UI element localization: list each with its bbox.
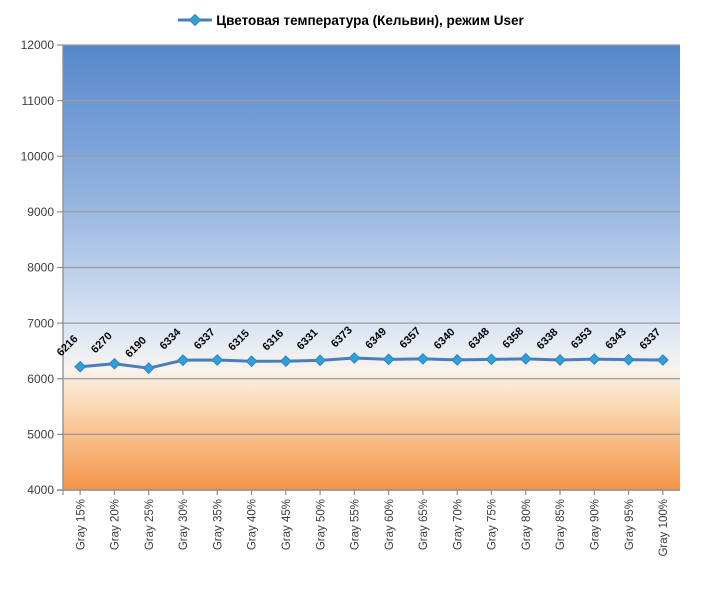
x-axis-label: Gray 20% [110, 499, 122, 550]
y-axis-label: 12000 [21, 38, 55, 52]
y-axis-label: 7000 [27, 316, 54, 330]
data-point-marker [74, 360, 87, 373]
x-axis-label: Gray 75% [487, 499, 499, 550]
legend-diamond-icon [189, 14, 202, 26]
y-axis-label: 6000 [27, 372, 54, 386]
legend: Цветовая температура (Кельвин), режим Us… [0, 9, 701, 31]
x-axis-label: Gray 80% [521, 499, 533, 550]
y-axis-label: 10000 [21, 149, 55, 163]
data-point-marker [314, 354, 326, 367]
x-axis-label: Gray 15% [75, 499, 87, 550]
data-point-marker [211, 354, 224, 366]
data-point-marker [519, 352, 532, 365]
x-axis-label: Gray 95% [624, 499, 636, 550]
x-axis-label: Gray 25% [144, 499, 156, 550]
data-point-marker [108, 357, 121, 370]
x-axis-label: Gray 100% [658, 499, 670, 557]
x-axis-label: Gray 50% [315, 499, 327, 550]
data-point-marker [348, 352, 361, 364]
y-axis-label: 9000 [27, 205, 54, 219]
x-axis-label: Gray 60% [384, 499, 396, 550]
x-axis-label: Gray 55% [350, 499, 362, 550]
x-axis-label: Gray 30% [178, 499, 190, 550]
data-point-marker [279, 355, 292, 368]
data-point-marker [382, 353, 395, 366]
y-axis-label: 5000 [27, 428, 54, 442]
x-axis-label: Gray 40% [247, 499, 259, 550]
data-point-marker [451, 353, 464, 366]
x-axis-label: Gray 90% [590, 499, 602, 550]
y-axis-label: 4000 [27, 483, 54, 497]
data-point-marker [417, 352, 429, 365]
data-point-marker [177, 354, 189, 367]
x-axis-label: Gray 35% [212, 499, 224, 550]
data-point-marker [245, 355, 258, 368]
x-axis-label: Gray 45% [281, 499, 293, 550]
y-axis-label: 11000 [22, 94, 55, 108]
data-point-marker [656, 354, 669, 366]
data-point-marker [485, 353, 498, 366]
legend-label: Цветовая температура (Кельвин), режим Us… [216, 12, 524, 28]
data-point-marker [588, 353, 601, 366]
x-axis-label: Gray 70% [452, 499, 464, 550]
data-point-marker [554, 354, 566, 366]
data-point-marker [622, 353, 635, 366]
y-axis-label: 8000 [27, 261, 54, 275]
x-axis-label: Gray 65% [418, 499, 430, 550]
data-point-marker [142, 362, 155, 375]
legend-line-marker-icon [178, 14, 213, 26]
x-axis-label: Gray 85% [555, 499, 567, 550]
